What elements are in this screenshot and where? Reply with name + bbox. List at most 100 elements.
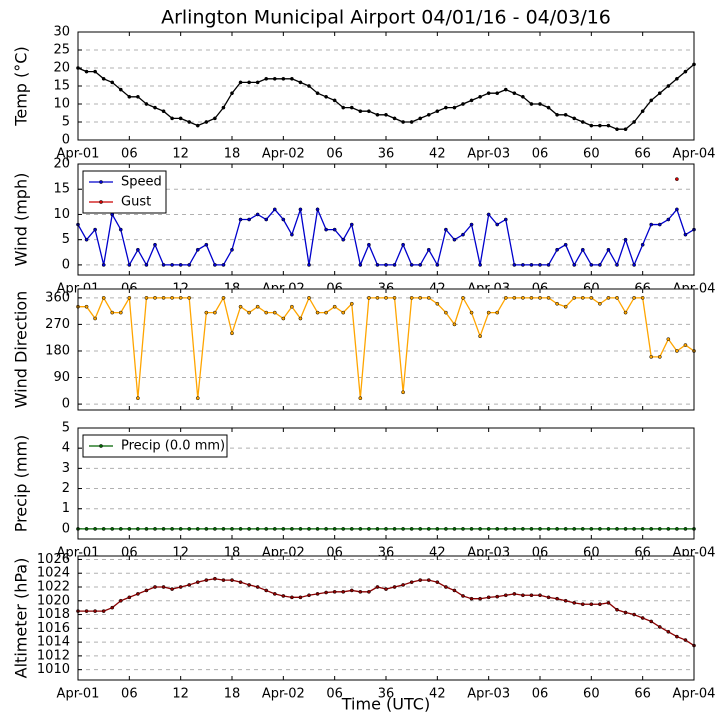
data-point [486,527,491,531]
legend [82,434,228,458]
y-tick-label: 1022 [37,580,70,595]
data-point [195,123,200,128]
data-point [435,109,440,114]
data-point [615,527,619,531]
data-point [332,98,337,103]
data-point [290,595,294,600]
legend-swatch [99,444,103,448]
data-point [153,585,157,589]
data-point [127,595,132,600]
data-point [572,116,577,121]
data-point [367,527,371,531]
data-point [290,527,294,531]
data-point [290,232,294,237]
data-point [632,527,636,531]
data-point [418,578,423,582]
data-point [161,527,166,531]
data-point [375,112,380,117]
data-point [555,112,559,117]
data-point [572,527,577,531]
data-point [324,310,328,315]
legend-label: Gust [121,195,151,210]
data-point [170,116,174,121]
data-point [461,102,465,106]
data-point [675,177,679,181]
data-point [101,76,106,81]
data-point [298,527,303,531]
data-point [281,594,286,598]
data-point [401,583,405,587]
data-point [384,112,388,117]
y-tick-label: 2 [62,481,70,496]
data-point [666,84,671,88]
data-point [136,396,140,401]
data-point [221,527,226,531]
data-point [307,263,311,267]
data-point [161,109,166,114]
data-point [255,527,260,531]
plot-frame [77,288,695,411]
data-point [444,527,448,531]
data-point [341,589,346,594]
data-point [178,116,183,121]
x-tick-label: Apr-03 [467,147,510,162]
data-point [307,593,311,598]
data-point [529,296,534,300]
x-tick-label: Apr-02 [262,147,305,162]
data-point [546,105,551,110]
data-point [452,322,457,327]
y-tick-label: 180 [45,343,70,358]
data-point [444,105,448,110]
y-tick-label: 20 [53,157,70,172]
data-point [580,120,585,124]
data-point [136,527,140,531]
data-point [469,527,474,531]
data-point [418,116,423,121]
data-point [101,609,106,613]
legend-label: Precip (0.0 mm) [121,439,225,454]
data-point [118,87,123,92]
data-point [127,94,132,99]
data-point [153,105,157,110]
data-point [683,343,688,347]
data-point [469,98,474,103]
x-tick-label: Apr-04 [673,147,716,162]
data-point [349,105,354,110]
y-tick-label: 1024 [37,566,70,581]
data-point [341,310,346,315]
data-point [657,91,662,96]
data-point [118,598,123,603]
data-point [204,120,209,124]
data-point [675,634,679,639]
data-point [349,301,354,306]
data-point [238,304,243,309]
data-point [469,596,474,601]
data-point [367,109,371,114]
data-point [563,112,568,117]
data-point [101,527,106,531]
data-point [555,527,559,531]
data-point [84,304,89,309]
data-point [170,527,174,531]
data-point [409,263,414,267]
data-point [298,316,303,321]
data-point [495,594,500,599]
data-point [101,263,106,267]
data-point [452,105,457,110]
data-point [204,527,209,531]
data-point [84,69,89,74]
y-tick-label: 4 [62,441,70,456]
x-tick-label: 42 [429,687,446,702]
data-point [640,242,645,247]
y-axis-label: Temp (°C) [12,46,31,126]
data-point [623,527,628,531]
data-point [418,296,423,300]
data-point [161,296,166,300]
data-point [409,296,414,300]
y-tick-label: 3 [62,461,70,476]
data-point [247,583,251,587]
data-point [657,355,662,359]
data-point [580,247,585,252]
data-point [221,105,226,110]
chart-title: Arlington Municipal Airport 04/01/16 - 0… [161,7,611,29]
